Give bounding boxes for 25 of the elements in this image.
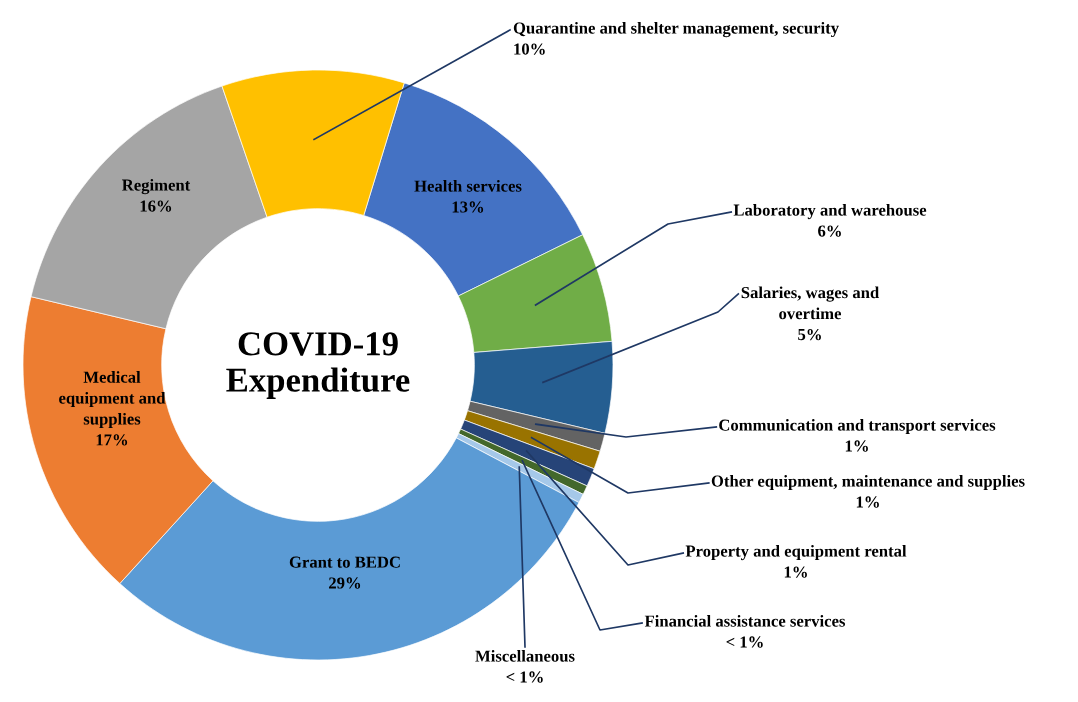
data-label: 1% [784, 566, 807, 578]
slice-label: Salaries, wages and overtime [741, 286, 880, 320]
data-label: 5% [798, 328, 821, 341]
slice-label: Miscellaneous [475, 649, 575, 662]
slice-label: Property and equipment rental [685, 544, 907, 561]
slice-label: Medical equipment and supplies [59, 371, 166, 429]
data-label: 1% [845, 440, 868, 452]
data-label: < 1% [726, 636, 763, 648]
text: COVID-19 Expenditure [226, 332, 410, 399]
data-label: 6% [818, 225, 841, 237]
slice-label: Quarantine and shelter management, security [513, 21, 839, 38]
slice-label: Laboratory and warehouse [733, 203, 927, 220]
slice-label: Financial assistance services [644, 614, 846, 627]
data-label: 16% [140, 200, 172, 212]
slice-label: Other equipment, maintenance and supplies [711, 474, 1025, 491]
data-label: 10% [514, 43, 545, 55]
data-label: 1% [856, 496, 879, 508]
slice-label: Regiment [122, 178, 191, 195]
data-label: 13% [452, 201, 484, 213]
slice-label: Grant to BEDC [289, 556, 400, 568]
data-label: < 1% [506, 671, 543, 683]
data-label: 29% [329, 577, 361, 589]
slice-label: Health services [414, 179, 522, 192]
data-label: 17% [96, 434, 128, 446]
slice-label: Communication and transport services [719, 418, 996, 435]
